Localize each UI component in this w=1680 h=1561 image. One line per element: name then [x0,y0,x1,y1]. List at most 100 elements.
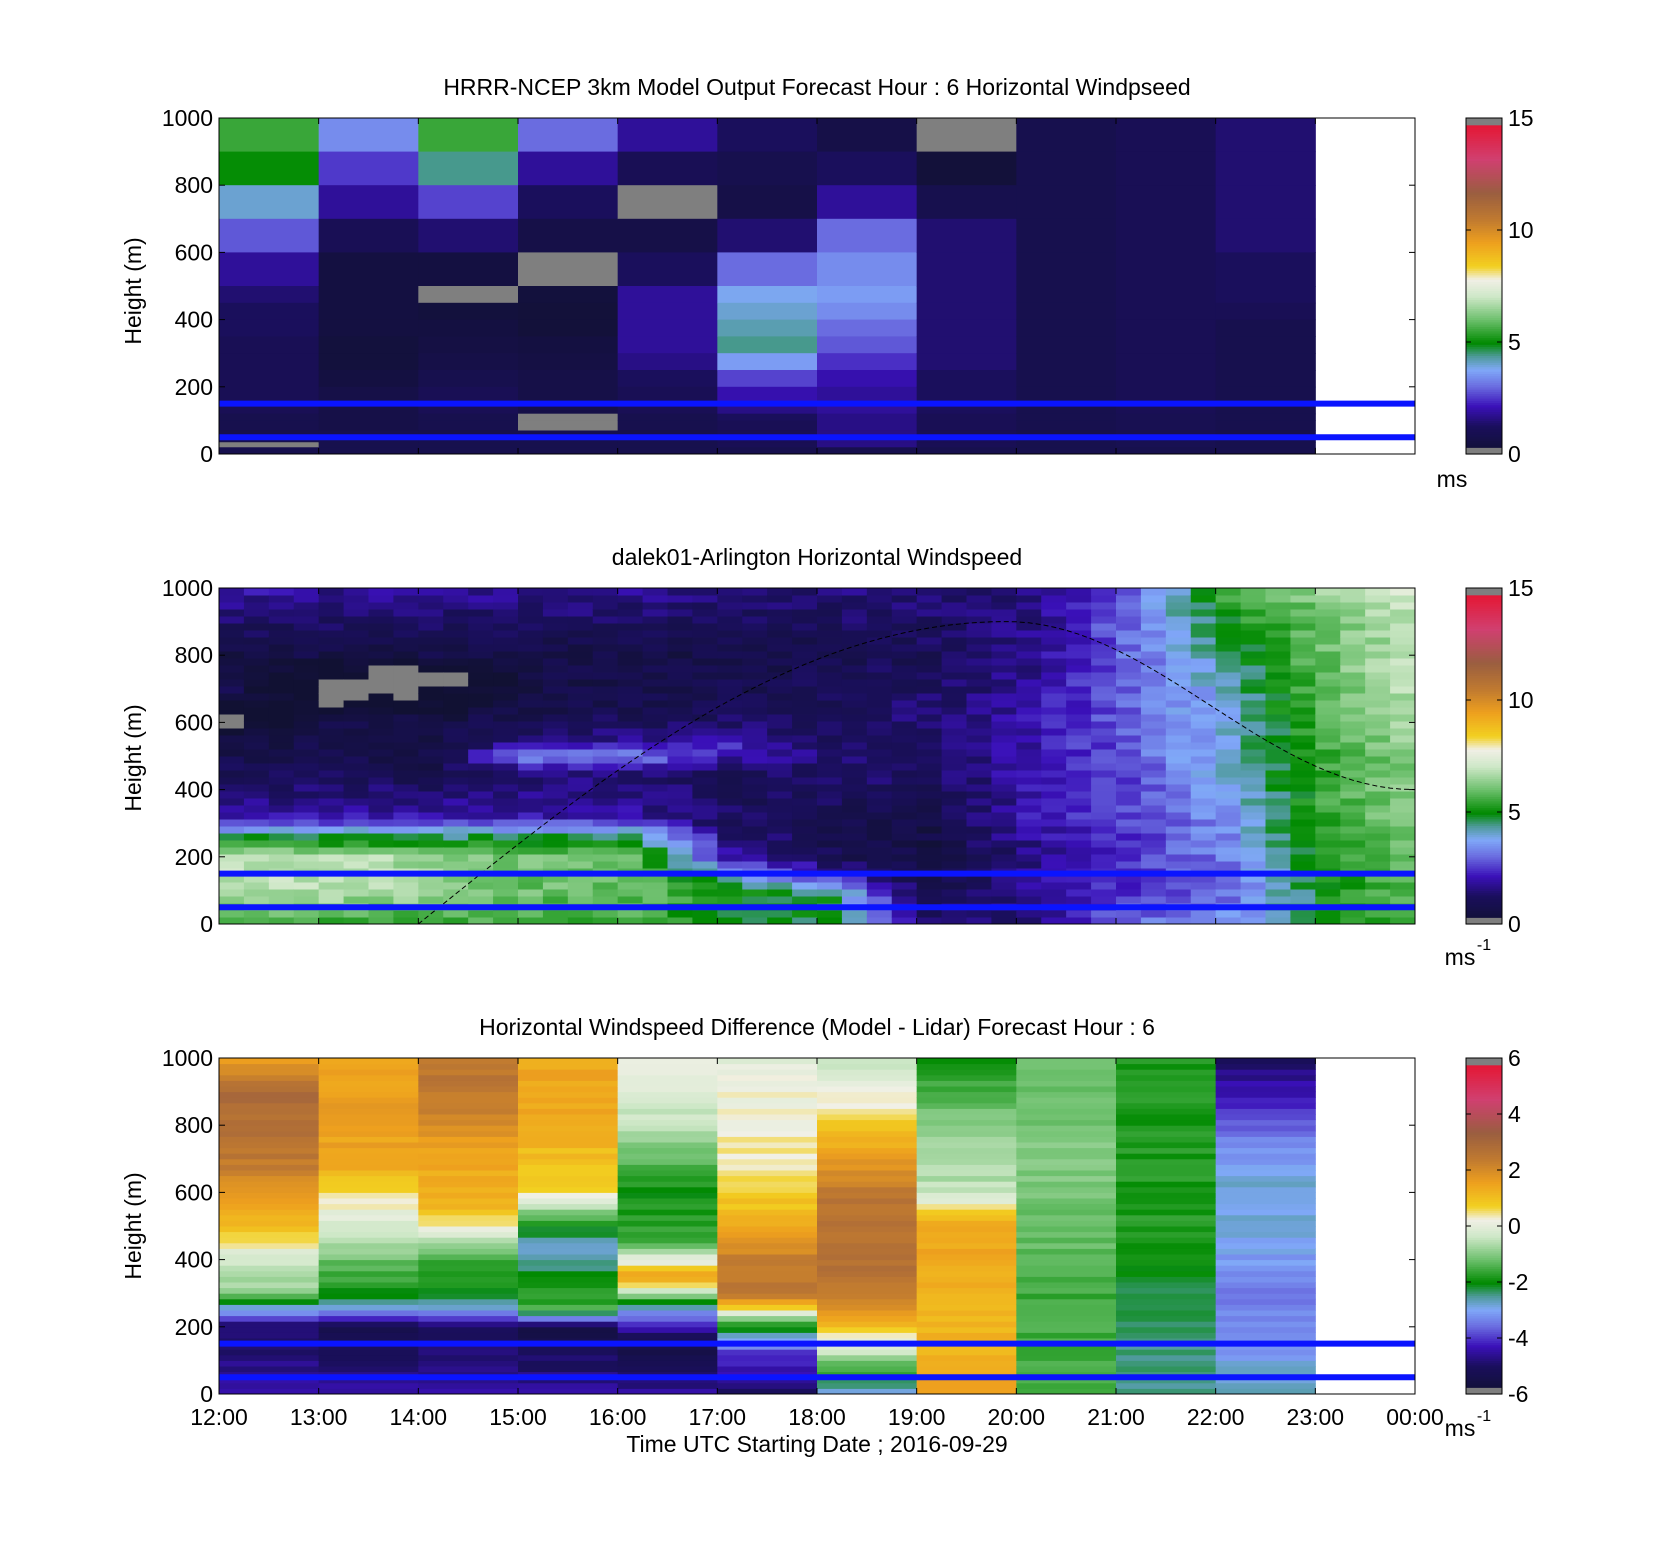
heatmap-cell [866,728,893,736]
heatmap-cell [1140,658,1167,666]
heatmap-cell [468,777,494,785]
heatmap-cell [592,840,619,848]
heatmap-cell [1116,302,1217,321]
heatmap-cell [1315,805,1341,813]
heatmap-cell [991,826,1017,834]
colorbar-tick-label: -4 [1508,1325,1529,1351]
heatmap-cell [243,623,270,631]
heatmap-cell [692,784,718,792]
lidar-reference-lines [219,870,1415,911]
heatmap-cell [1215,1164,1316,1171]
heatmap-cell [617,1147,718,1154]
colorbar-segment [1466,1060,1502,1064]
heatmap-cell [518,1114,619,1121]
heatmap-cell [1215,679,1242,687]
heatmap-cell [268,840,295,848]
heatmap-cell [1016,319,1117,337]
heatmap-cell [891,616,918,624]
colorbar-segment [1466,845,1502,849]
colorbar-segment [1466,1313,1502,1317]
heatmap-cell [418,616,444,624]
heatmap-cell [1091,595,1117,603]
heatmap-cell [1016,742,1042,750]
heatmap-cell [1116,896,1142,904]
heatmap-cell [567,777,594,785]
heatmap-cell [866,602,893,610]
heatmap-cell [667,602,693,610]
colorbar-segment [1466,1360,1502,1364]
colorbar-segment [1466,346,1502,350]
heatmap-cell [1091,749,1117,757]
heatmap-cell [493,798,519,806]
ytick-label: 600 [175,709,213,735]
heatmap-cell [468,679,494,687]
heatmap-cell [717,1058,818,1065]
heatmap-cell [1215,1304,1316,1311]
heatmap-cell [1315,609,1341,617]
heatmap-cell [916,1231,1017,1238]
heatmap-cell [717,1276,818,1283]
heatmap-cell [1240,910,1266,918]
heatmap-cell [1016,1254,1117,1261]
heatmap-cell [792,889,818,897]
colorbar-segment [1466,679,1502,683]
heatmap-cell [1265,770,1291,778]
heatmap-cell [717,910,743,918]
ytick-label: 1000 [162,1045,213,1071]
heatmap-cell [518,302,619,321]
heatmap-cell [742,644,768,652]
heatmap-cell [443,651,469,659]
colorbar-segment [1466,903,1502,907]
heatmap-cell [443,735,469,743]
heatmap-cell [617,637,644,645]
heatmap-cell [817,1332,918,1339]
heatmap-cell [518,721,544,729]
colorbar-segment [1466,200,1502,204]
heatmap-cell [592,721,619,729]
heatmap-cell [916,1153,1017,1160]
ytick-label: 400 [175,1247,213,1273]
heatmap-cell [1215,700,1242,708]
heatmap-cell [518,1214,619,1221]
heatmap-cell [1390,854,1416,862]
heatmap-cell [916,840,943,848]
heatmap-cell [717,1326,818,1333]
colorbar-segment [1466,431,1502,435]
colorbar-segment [1466,836,1502,840]
heatmap-cell [767,644,793,652]
heatmap-cell [692,875,718,883]
heatmap-cell [1016,1203,1117,1210]
colorbar-segment [1466,1351,1502,1355]
heatmap-cell [1116,651,1142,659]
heatmap-cell [817,1388,918,1395]
heatmap-cell [742,595,768,603]
heatmap-cell [617,847,644,855]
heatmap-cell [219,882,245,890]
colorbar-segment [1466,1387,1502,1391]
heatmap-cell [1265,777,1291,785]
heatmap-cell [493,826,519,834]
heatmap-cell [891,791,918,799]
colorbar-segment [1466,1279,1502,1283]
heatmap-cell [941,623,967,631]
heatmap-cell [518,875,544,883]
heatmap-cell [1190,826,1217,834]
heatmap-cell [1215,1248,1316,1255]
heatmap-cell [667,875,693,883]
heatmap-cell [717,370,818,388]
heatmap-cell [1165,700,1192,708]
heatmap-cell [1116,1231,1217,1238]
heatmap-cell [418,1164,519,1171]
heatmap-cell [1290,840,1316,848]
heatmap-cell [343,609,369,617]
colorbar-segment [1466,917,1502,921]
heatmap-cell [567,847,594,855]
colorbar-segment [1466,234,1502,238]
heatmap-cell [1140,735,1167,743]
colorbar-segment [1466,324,1502,327]
heatmap-cell [318,1254,419,1261]
heatmap-cell [891,672,918,680]
heatmap-cell [1116,1237,1217,1244]
colorbar-segment [1466,897,1502,900]
